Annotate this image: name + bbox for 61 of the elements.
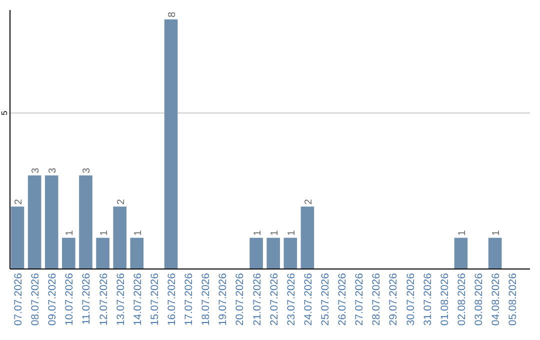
bar	[96, 238, 110, 269]
x-tick-label: 17.07.2026	[183, 272, 196, 326]
data-label: 3	[48, 167, 59, 174]
x-tick-label: 07.07.2026	[12, 272, 25, 326]
x-tick-label: 21.07.2026	[251, 272, 264, 326]
bar	[10, 206, 24, 269]
x-tick-label: 10.07.2026	[64, 272, 76, 326]
data-label: 2	[14, 198, 25, 205]
x-tick-label: 23.07.2026	[285, 272, 298, 326]
x-tick-label: 13.07.2026	[114, 272, 127, 326]
x-tick-label: 18.07.2026	[200, 272, 212, 326]
x-tick-label: 28.07.2026	[370, 272, 383, 326]
data-label: 1	[491, 230, 502, 236]
x-tick-label: 01.08.2026	[438, 272, 451, 326]
bar	[28, 175, 42, 269]
y-tick-label: 5	[0, 110, 9, 116]
bar	[79, 175, 92, 269]
bar	[250, 238, 263, 269]
bar	[266, 238, 280, 269]
x-tick-label: 14.07.2026	[132, 272, 144, 326]
bar	[488, 238, 502, 269]
x-tick-label: 31.07.2026	[422, 272, 434, 326]
data-label: 2	[303, 198, 314, 205]
bar	[284, 238, 298, 269]
x-tick-label: 22.07.2026	[268, 272, 280, 326]
data-label: 1	[269, 230, 280, 236]
x-tick-label: 08.07.2026	[30, 272, 42, 326]
bar	[164, 19, 178, 269]
x-tick-label: 09.07.2026	[46, 272, 59, 326]
bar	[130, 238, 144, 269]
x-tick-label: 15.07.2026	[148, 272, 161, 326]
data-label: 1	[286, 230, 298, 236]
x-tick-label: 26.07.2026	[336, 272, 349, 326]
bar	[113, 206, 126, 269]
bar	[300, 206, 314, 269]
x-tick-label: 02.08.2026	[456, 272, 468, 326]
bar	[62, 238, 76, 269]
x-tick-label: 25.07.2026	[319, 272, 332, 326]
data-label: 2	[116, 198, 127, 205]
x-tick-label: 29.07.2026	[388, 272, 400, 326]
data-label: 8	[167, 11, 178, 18]
data-label: 1	[132, 230, 144, 236]
data-label: 1	[456, 230, 468, 236]
bar	[44, 175, 58, 269]
data-label: 3	[82, 167, 93, 174]
x-tick-label: 11.07.2026	[80, 272, 93, 325]
x-tick-label: 12.07.2026	[98, 272, 110, 326]
x-tick-label: 30.07.2026	[404, 272, 417, 326]
x-tick-label: 05.08.2026	[507, 272, 520, 326]
data-label: 1	[64, 230, 76, 236]
x-tick-label: 27.07.2026	[354, 272, 366, 326]
x-tick-label: 04.08.2026	[490, 272, 502, 326]
x-tick-label: 03.08.2026	[472, 272, 485, 326]
x-tick-label: 19.07.2026	[217, 272, 230, 326]
data-label: 3	[30, 167, 42, 174]
x-tick-label: 20.07.2026	[234, 272, 246, 326]
data-label: 1	[252, 230, 264, 236]
data-label: 1	[98, 230, 110, 236]
x-tick-label: 16.07.2026	[166, 272, 178, 326]
x-tick-label: 24.07.2026	[302, 272, 314, 326]
bar	[454, 238, 468, 269]
